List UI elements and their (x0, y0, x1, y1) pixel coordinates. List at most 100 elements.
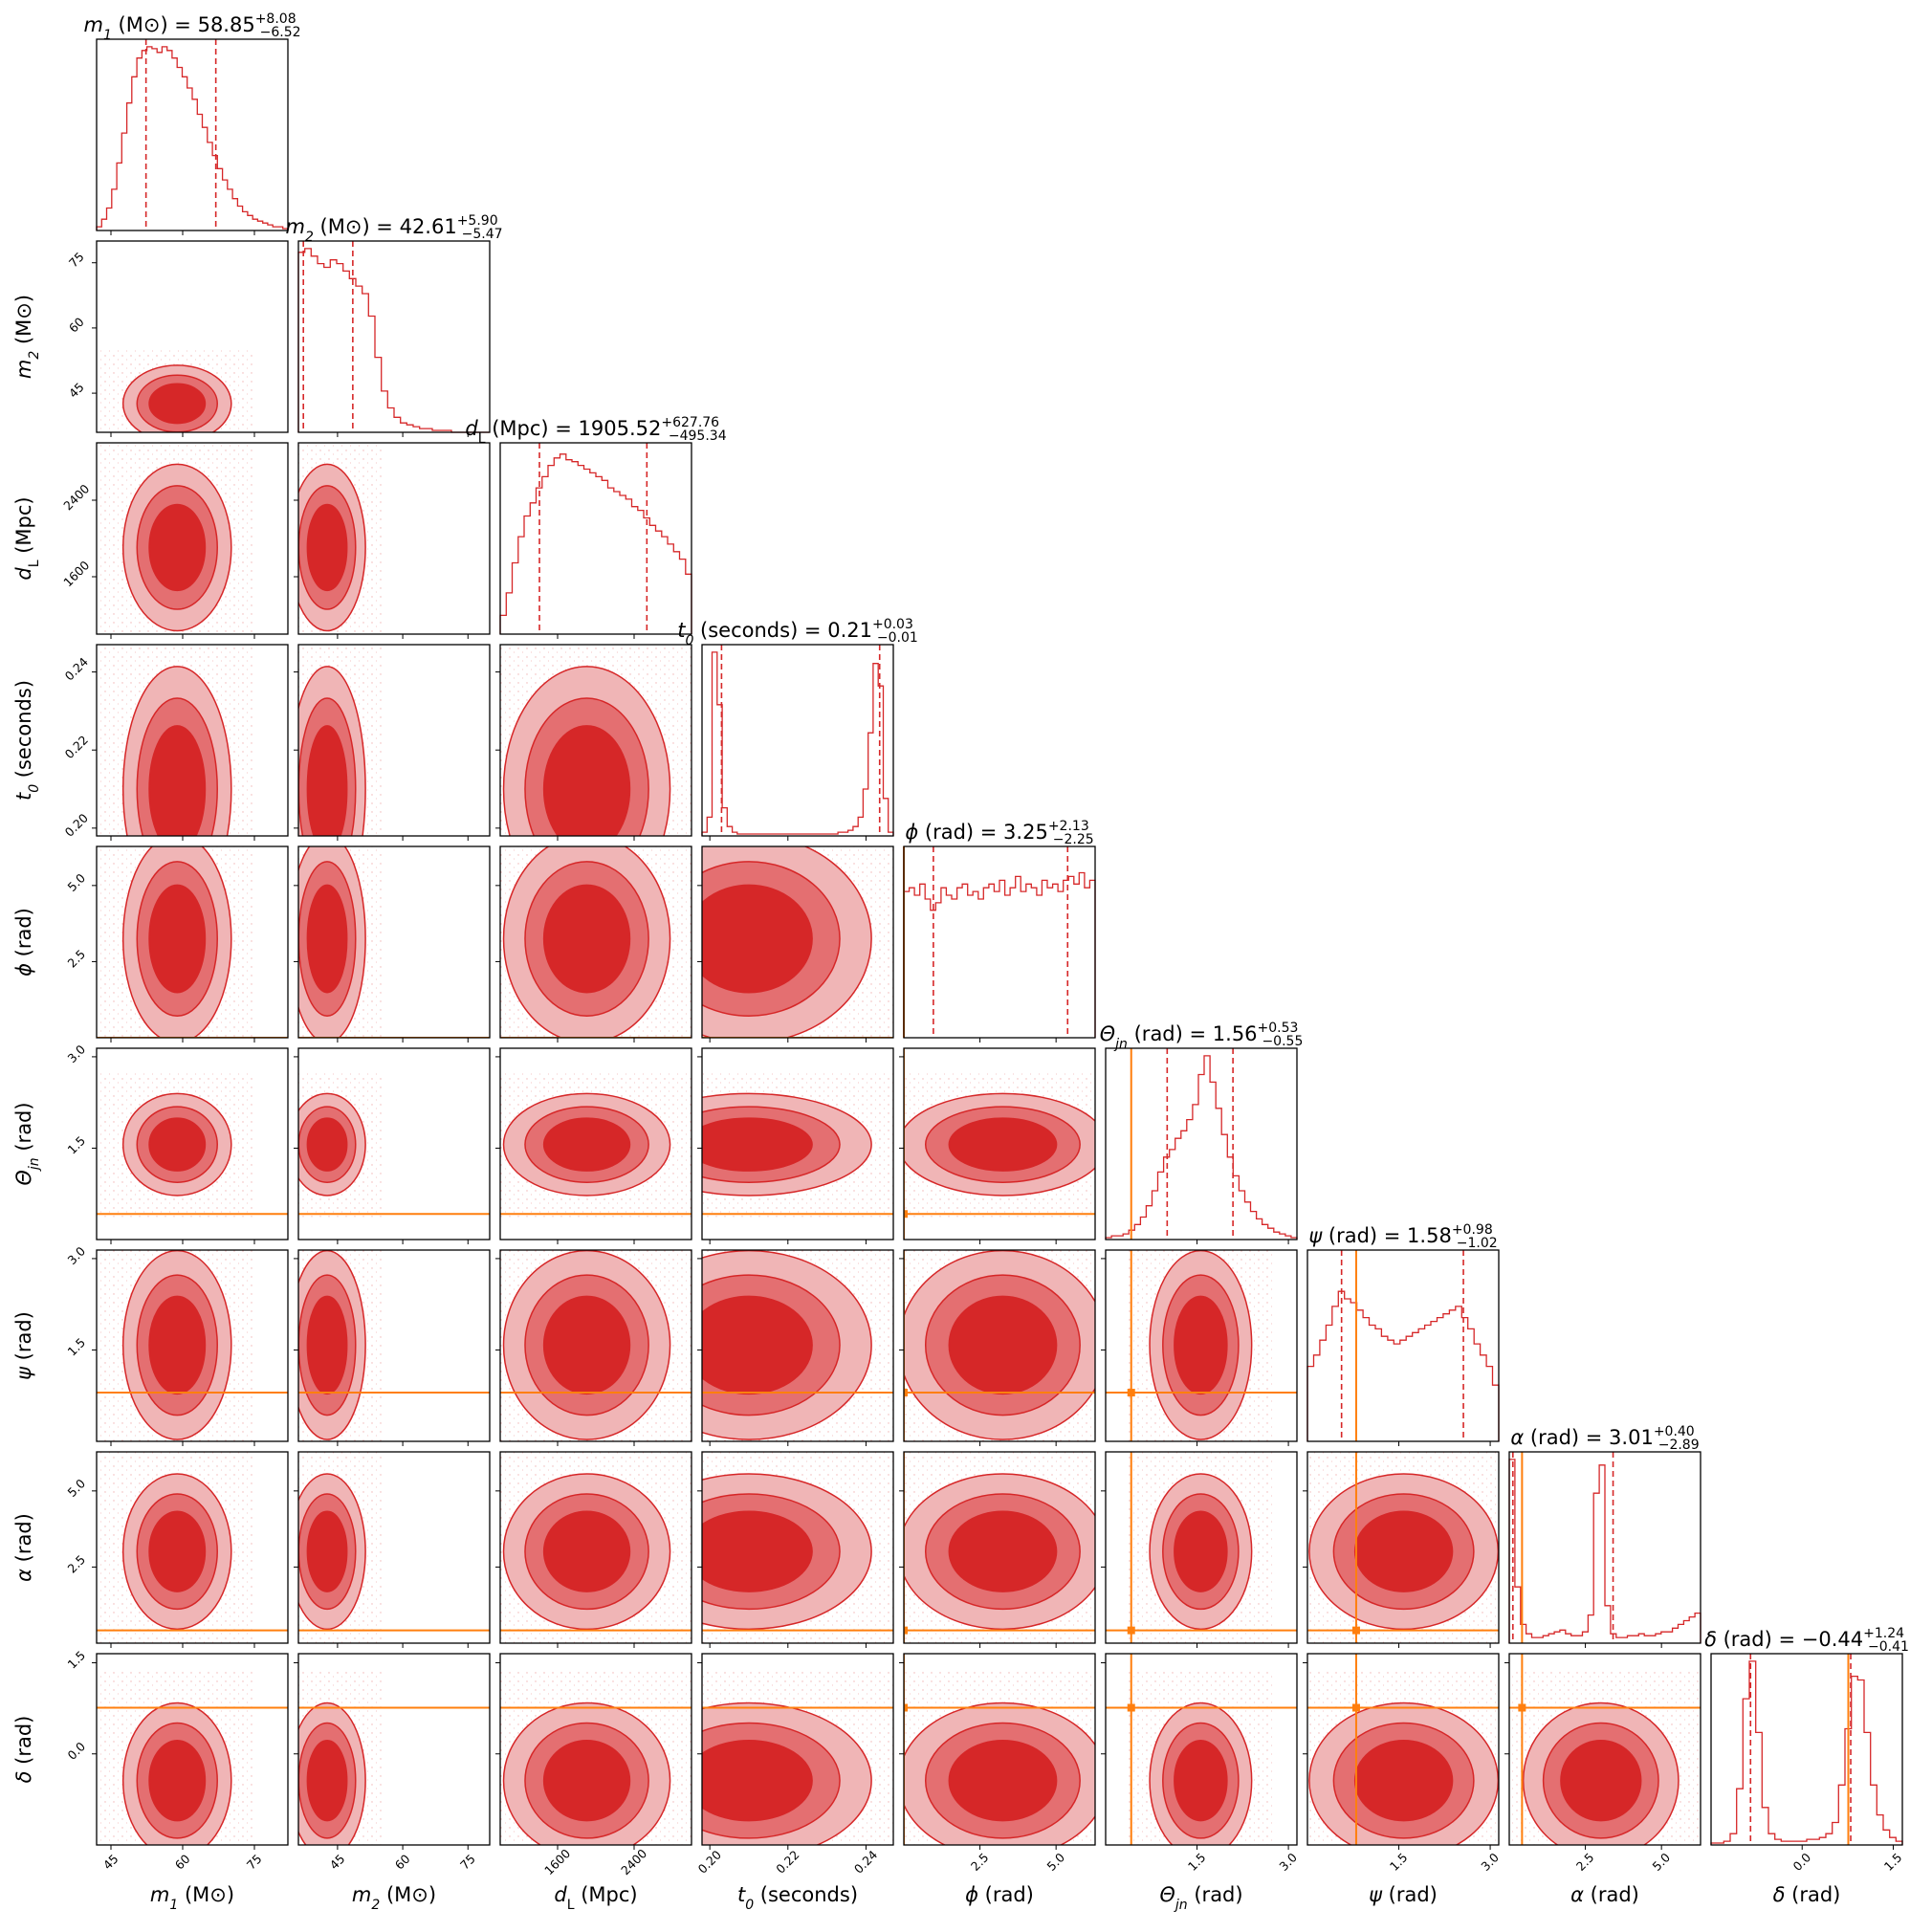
density-group (1106, 1452, 1297, 1643)
density-group (702, 1452, 893, 1643)
contour-inner (1174, 1510, 1228, 1592)
label-unit: (M⊙) (178, 1883, 234, 1906)
panel-frame (297, 240, 491, 433)
density-group (97, 1452, 288, 1643)
y-tick-label: 0.0 (64, 1739, 88, 1763)
contour-inner (948, 1510, 1058, 1592)
contour-inner (306, 1295, 348, 1395)
panel-frame (297, 442, 491, 635)
density-group (298, 1670, 490, 1845)
y-tick-label: 2.5 (64, 947, 88, 971)
panel-alpha-theta (1101, 1451, 1298, 1648)
density-group (1307, 1654, 1499, 1845)
label-unit: (Mpc) (12, 496, 35, 560)
contour-inner (148, 1295, 207, 1395)
label-unit: (rad) (12, 908, 35, 963)
panel-frame (903, 1653, 1096, 1846)
x-axis-title-delta: δ (rad) (1773, 1883, 1841, 1906)
panel-background (298, 241, 490, 432)
x-tick-label: 5.0 (1649, 1850, 1673, 1874)
contour-inner (306, 884, 348, 994)
contour-inner (306, 503, 348, 592)
label-unit: (rad) (1584, 1883, 1639, 1906)
title-symbol: t (677, 619, 686, 642)
panel-title-theta: Θjn (rad) = 1.56+0.53 −0.55 (1100, 1021, 1304, 1052)
title-minus: −0.41 (1868, 1639, 1909, 1655)
panel-background (702, 645, 893, 836)
title-symbol: δ (1704, 1628, 1717, 1651)
label-unit: (seconds) (12, 680, 35, 784)
histogram-alpha (1508, 1459, 1701, 1643)
panel-title-alpha: α (rad) = 3.01+0.40 −2.89 (1510, 1424, 1699, 1453)
panel-title-delta: δ (rad) = −0.44+1.24 −0.41 (1704, 1626, 1909, 1655)
contour-inner (948, 1740, 1058, 1822)
label-unit: (rad) (1785, 1883, 1840, 1906)
contour-inner (148, 1117, 207, 1172)
contour-inner (1560, 1740, 1642, 1822)
x-tick-label: 1600 (541, 1846, 573, 1877)
panel-psi-m2 (294, 1249, 491, 1446)
y-axis-title-m2: m2 (M⊙) (12, 295, 42, 379)
title-value: (rad) = 3.01 (1524, 1426, 1654, 1449)
label-symbol: ψ (12, 1366, 35, 1380)
label-symbol: Θ (12, 1170, 35, 1186)
title-symbol: ϕ (905, 821, 918, 844)
contour-inner (702, 1117, 813, 1172)
panel-frame (1105, 1653, 1298, 1846)
title-symbol: d (465, 417, 478, 440)
x-tick-label: 75 (457, 1852, 478, 1873)
density-group (99, 645, 254, 836)
x-axis-title-alpha: α (rad) (1570, 1883, 1639, 1906)
x-axis-title-m2: m2 (M⊙) (352, 1883, 436, 1913)
panel-alpha-alpha: α (rad) = 3.01+0.40 −2.89 (1508, 1424, 1701, 1648)
histogram-theta (1105, 1055, 1298, 1240)
panel-frame (1508, 1653, 1701, 1846)
y-tick-label: 75 (66, 250, 87, 271)
label-symbol: δ (1773, 1883, 1786, 1906)
truth-marker (1351, 1703, 1360, 1712)
label-unit: (rad) (978, 1883, 1034, 1906)
label-subscript: 2 (27, 351, 42, 360)
histogram-delta (1710, 1660, 1903, 1845)
panel-m1-m1: m1 (M⊙) = 58.85+8.08 −6.52 (83, 11, 301, 235)
x-axis-title-m1: m1 (M⊙) (150, 1883, 234, 1913)
panel-frame (701, 1249, 894, 1442)
panel-theta-phi (899, 1047, 1096, 1244)
panel-dL-m1: 1600 2400 (60, 442, 289, 639)
label-symbol: ψ (1369, 1883, 1383, 1906)
title-minus: −1.02 (1457, 1236, 1498, 1251)
panel-background (1106, 1048, 1297, 1240)
title-plus: +0.40 (1654, 1424, 1695, 1439)
panel-frame (1508, 1451, 1701, 1644)
y-tick-label: 5.0 (64, 870, 88, 894)
title-minus: −0.55 (1262, 1034, 1303, 1049)
contour-inner (542, 725, 631, 836)
y-tick-label: 1.5 (64, 1133, 88, 1157)
title-minus: −2.89 (1658, 1438, 1700, 1453)
density-group (500, 1071, 692, 1218)
title-value: (rad) = −0.44 (1717, 1628, 1863, 1651)
panel-t0-t0: t0 (seconds) = 0.21+0.03 −0.01 (677, 617, 918, 841)
panel-title-phi: ϕ (rad) = 3.25+2.13 −2.25 (905, 819, 1093, 847)
panel-frame (297, 1451, 491, 1644)
x-axis-title-phi: ϕ (rad) (965, 1883, 1034, 1906)
density-group (702, 1670, 893, 1845)
density-group (904, 1452, 1095, 1643)
y-tick-label: 2.5 (64, 1552, 88, 1576)
panel-frame (701, 644, 894, 837)
density-group (97, 846, 288, 1038)
panel-alpha-psi (1303, 1451, 1500, 1648)
panel-frame (701, 1653, 894, 1846)
panel-title-psi: ψ (rad) = 1.58+0.98 −1.02 (1308, 1222, 1497, 1251)
panel-alpha-t0 (697, 1451, 894, 1648)
title-subscript: 2 (305, 230, 314, 245)
density-group (500, 1250, 692, 1441)
contour-inner (306, 1740, 348, 1822)
density-group (702, 1250, 893, 1441)
contour-inner (148, 383, 207, 425)
panel-psi-theta (1101, 1249, 1298, 1446)
panel-title-dL: dL (Mpc) = 1905.52+627.76 −495.34 (465, 415, 726, 447)
title-minus: −2.25 (1053, 832, 1094, 847)
panel-phi-t0 (697, 845, 894, 1043)
panel-delta-theta: 1.5 3.0 (1101, 1653, 1300, 1874)
